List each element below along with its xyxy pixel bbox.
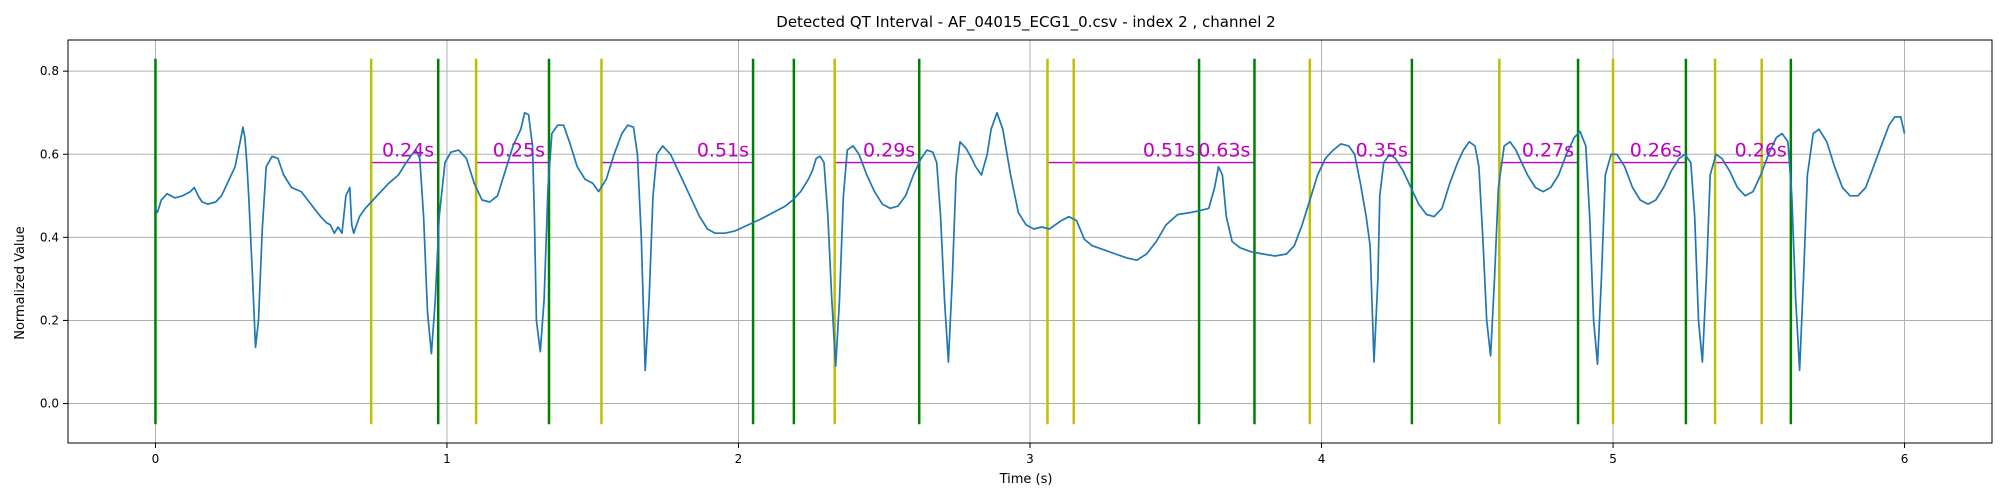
qt-interval-label: 0.29s xyxy=(863,140,915,162)
qt-interval-label: 0.51s xyxy=(1143,140,1195,162)
grid xyxy=(68,40,1992,443)
x-tick-label: 6 xyxy=(1901,452,1909,466)
x-tick-label: 0 xyxy=(152,452,160,466)
qt-markers xyxy=(154,58,1793,425)
x-tick-label: 3 xyxy=(1026,452,1034,466)
y-tick-label: 0.4 xyxy=(40,230,59,244)
y-tick-label: 0.6 xyxy=(40,147,59,161)
y-tick-label: 0.0 xyxy=(40,397,59,411)
interval-labels: 0.24s 0.25s 0.51s 0.29s 0.51s 0.63s 0.35s 0.27s… xyxy=(382,140,1787,162)
chart-title: Detected QT Interval - AF_04015_ECG1_0.c… xyxy=(776,13,1275,32)
x-tick-label: 1 xyxy=(443,452,451,466)
x-tick-label: 4 xyxy=(1318,452,1326,466)
ecg-signal-line xyxy=(154,111,1906,372)
qt-interval-label: 0.63s xyxy=(1198,140,1250,162)
plot-frame xyxy=(67,39,1993,444)
qt-interval-label: 0.51s xyxy=(697,140,749,162)
x-tick-label: 2 xyxy=(735,452,743,466)
qt-interval-label: 0.35s xyxy=(1356,140,1408,162)
y-tick-label: 0.2 xyxy=(40,313,59,327)
axis-ticks: 0 1 2 3 4 5 6 0.0 0.2 0.4 0.6 0.8 xyxy=(40,64,1908,466)
qt-interval-label: 0.27s xyxy=(1522,140,1574,162)
qt-interval-label: 0.26s xyxy=(1735,140,1787,162)
x-tick-label: 5 xyxy=(1609,452,1617,466)
signal-layer xyxy=(154,111,1906,372)
qt-interval-label: 0.26s xyxy=(1630,140,1682,162)
qt-interval-label: 0.24s xyxy=(382,140,434,162)
x-axis-label: Time (s) xyxy=(999,472,1053,487)
y-axis-label: Normalized Value xyxy=(13,226,28,340)
qt-interval-label: 0.25s xyxy=(493,140,545,162)
y-tick-label: 0.8 xyxy=(40,64,59,78)
